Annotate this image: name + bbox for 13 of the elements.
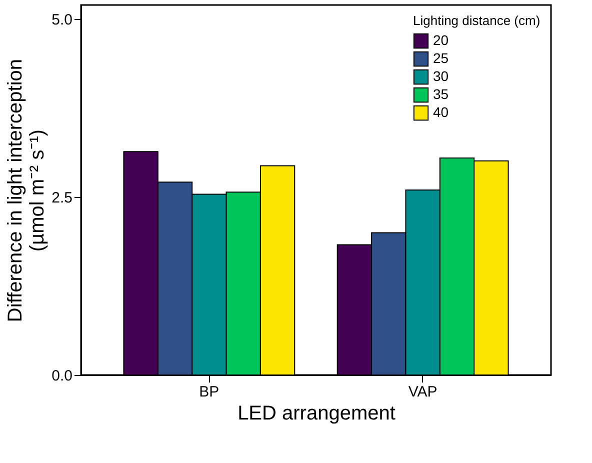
y-tick-label: 2.5 [52,190,72,207]
legend-label: 20 [433,32,449,48]
y-tick-label: 0.0 [52,368,72,384]
y-tick-label: 5.0 [52,12,72,29]
legend-label: 35 [433,86,449,102]
x-axis-title: LED arrangement [238,402,396,424]
legend-label: 40 [433,104,449,120]
y-axis-title: Difference in light interception (µmol m⁻² s⁻¹) [4,58,49,322]
x-tick-label: VAP [408,384,438,400]
legend-label: 25 [433,50,449,66]
legend-label: 30 [433,68,449,84]
x-tick-label: BP [199,384,220,400]
legend-title: Lighting distance (cm) [413,13,540,28]
